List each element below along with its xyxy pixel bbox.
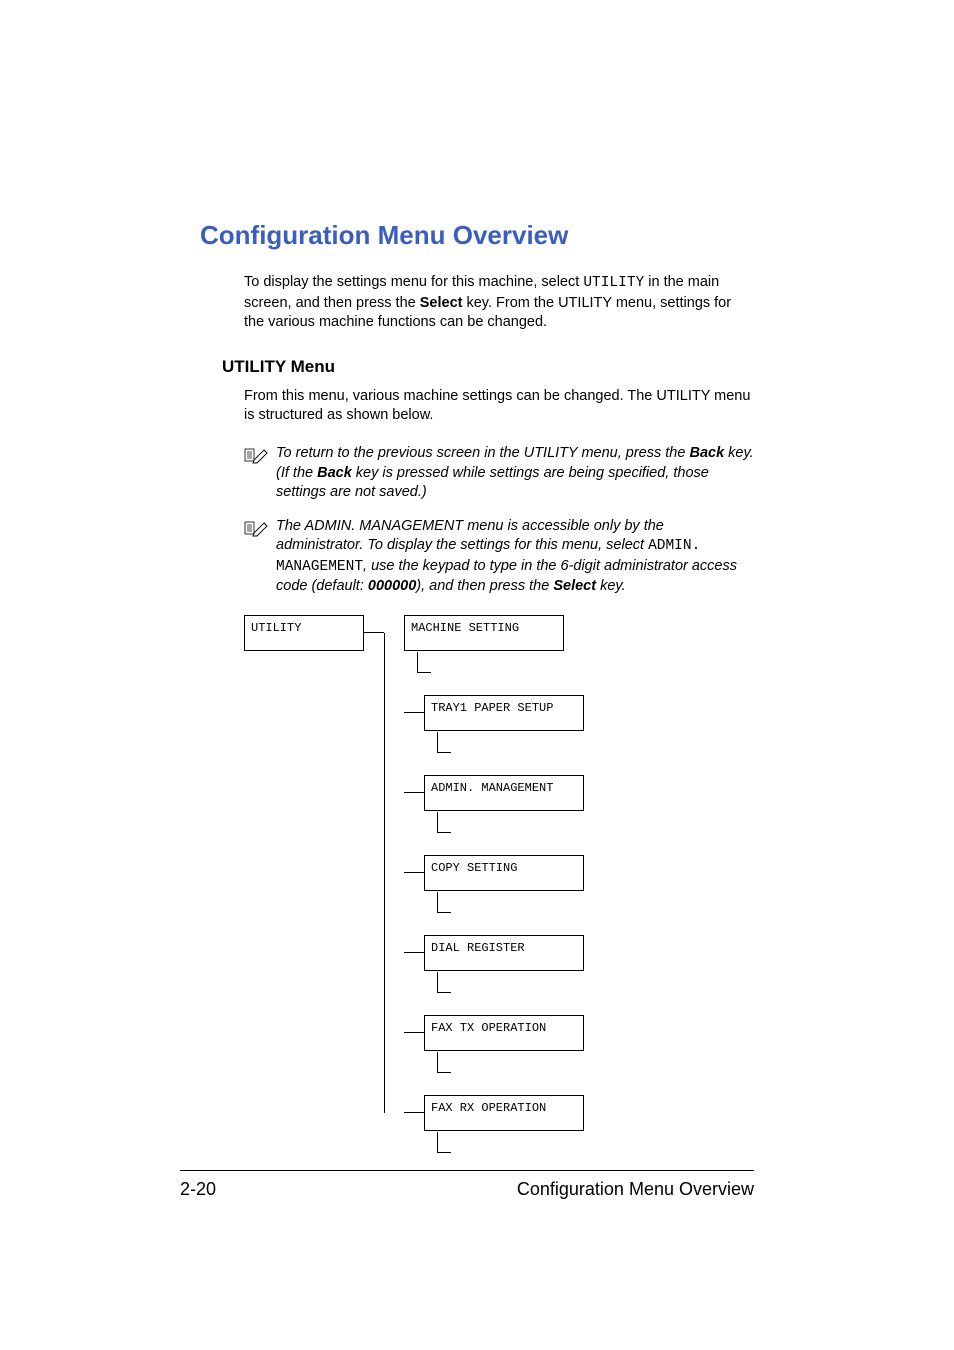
note-1-text: To return to the previous screen in the … [276,444,754,503]
tree-stub [417,652,418,672]
intro-mono-utility: UTILITY [583,275,644,291]
page-title: Configuration Menu Overview [200,220,754,251]
tree-stub [437,1072,451,1073]
tree-connector [404,935,424,953]
tree-stub [437,972,438,992]
tree-connector [404,1015,424,1033]
section-intro: From this menu, various machine settings… [244,387,754,426]
tree-child-box: FAX RX OPERATION [424,1095,584,1131]
tree-stub [417,672,431,673]
tree-stub [437,812,438,832]
tree-stub [437,1152,451,1153]
note1-bold-back1: Back [689,445,724,461]
page-footer: 2-20 Configuration Menu Overview [180,1170,754,1200]
tree-root-connector [364,615,384,633]
tree-children-column: MACHINE SETTING TRAY1 PAPER SETUP ADMIN. M… [404,615,584,1175]
tree-child-row: DIAL REGISTER [404,935,584,1015]
tree-child-box: FAX TX OPERATION [424,1015,584,1051]
tree-child-box: DIAL REGISTER [424,935,584,971]
tree-child-label: FAX TX OPERATION [431,1021,546,1035]
note-1: To return to the previous screen in the … [244,444,754,503]
tree-stub [437,892,438,912]
note2-bold-code: 000000 [368,578,416,594]
tree-root-label: UTILITY [251,621,301,635]
tree-child-row: FAX RX OPERATION [404,1095,584,1175]
tree-child-row: FAX TX OPERATION [404,1015,584,1095]
tree-connector [404,775,424,793]
footer-page-number: 2-20 [180,1179,216,1200]
tree-child-label: ADMIN. MANAGEMENT [431,781,553,795]
tree-connector [404,855,424,873]
intro-bold-select: Select [420,295,463,311]
tree-stub [437,992,451,993]
tree-child-label: TRAY1 PAPER SETUP [431,701,553,715]
tree-child-box: TRAY1 PAPER SETUP [424,695,584,731]
tree-stub [437,752,451,753]
tree-stub [437,732,438,752]
intro-paragraph: To display the settings menu for this ma… [244,273,754,333]
tree-child-label: FAX RX OPERATION [431,1101,546,1115]
section-heading: UTILITY Menu [222,357,754,377]
tree-connector [404,1095,424,1113]
tree-trunk [384,633,385,1113]
tree-stub [437,912,451,913]
note-icon [244,446,268,471]
tree-connector [404,695,424,713]
tree-child-box: ADMIN. MANAGEMENT [424,775,584,811]
note-2-text: The ADMIN. MANAGEMENT menu is accessible… [276,517,754,597]
tree-child-row: ADMIN. MANAGEMENT [404,775,584,855]
note1-bold-back2: Back [317,465,352,481]
note2-post: key. [596,578,626,594]
tree-child-box: MACHINE SETTING [404,615,564,651]
note2-bold-select: Select [553,578,596,594]
footer-title: Configuration Menu Overview [517,1179,754,1200]
note-icon [244,519,268,544]
tree-root-box: UTILITY [244,615,364,651]
tree-stub [437,1132,438,1152]
tree-child-row: TRAY1 PAPER SETUP [404,695,584,775]
tree-child-label: COPY SETTING [431,861,517,875]
tree-child-row: MACHINE SETTING [404,615,584,695]
tree-child-label: MACHINE SETTING [411,621,519,635]
intro-text-pre: To display the settings menu for this ma… [244,274,583,290]
note-2: The ADMIN. MANAGEMENT menu is accessible… [244,517,754,597]
tree-child-label: DIAL REGISTER [431,941,525,955]
note1-pre: To return to the previous screen in the … [276,445,689,461]
note2-mid2: ), and then press the [416,578,553,594]
footer-rule [180,1170,754,1171]
tree-stub [437,1052,438,1072]
note2-pre: The ADMIN. MANAGEMENT menu is accessible… [276,518,664,554]
menu-tree: UTILITY MACHINE SETTING TRAY1 PAPER SETUP… [244,615,754,1175]
tree-child-box: COPY SETTING [424,855,584,891]
tree-child-row: COPY SETTING [404,855,584,935]
tree-stub [437,832,451,833]
